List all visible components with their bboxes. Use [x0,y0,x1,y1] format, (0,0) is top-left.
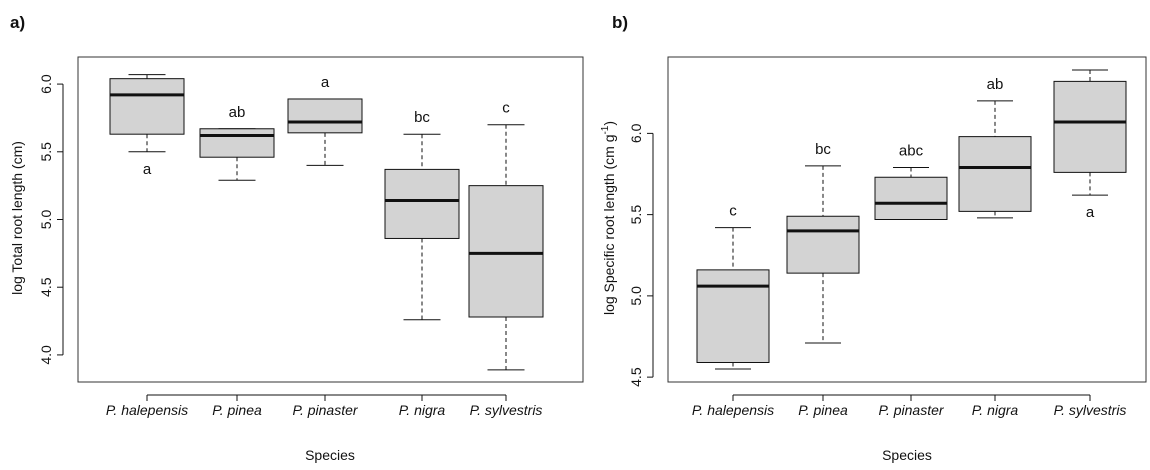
a-x-tick-label: P. nigra [399,402,446,418]
a-x-tick-label: P. halepensis [106,402,188,418]
a-significance-letter: c [502,100,510,117]
a-box-5 [468,124,544,371]
a-y-tick-label: 4.5 [38,277,54,297]
b-y-tick-label: 4.5 [628,367,644,387]
b-x-tick-label: P. pinaster [878,402,944,418]
b-box-5 [1053,69,1127,196]
a-x-tick-label: P. sylvestris [470,402,543,418]
panel-a-label: a) [10,13,25,32]
iqr-box [1053,80,1127,173]
a-y-tick-label: 5.5 [38,142,54,162]
b-x-tick-label: P. sylvestris [1054,402,1127,418]
a-significance-letter: a [321,74,330,91]
a-significance-letter: bc [414,109,430,126]
panel-b-specific-root-length: b) 4.55.05.56.0 P. halepensis P. pinea P. … [600,13,1147,463]
panel-b-label: b) [612,13,628,32]
iqr-box [468,185,544,318]
panel-a-y-axis: 4.0 4.5 5.0 5.5 6.0 [38,74,64,365]
b-significance-letter: a [1086,204,1095,221]
b-y-tick-label: 6.0 [628,123,644,143]
panel-a-x-axis-title: Species [305,447,355,463]
b-y-tick-label: 5.0 [628,286,644,306]
a-box-3 [287,98,363,166]
a-x-tick-label: P. pinaster [292,402,358,418]
b-significance-letter: bc [815,141,831,158]
a-significance-letter: a [143,161,152,178]
panel-b-significance-letters: c bc abc ab a [729,76,1095,221]
iqr-box [874,176,948,220]
panel-b-y-axis: 4.5 5.0 5.5 6.0 [628,123,654,387]
iqr-box [287,98,363,134]
panel-b-y-axis-title: log Specific root length (cm g-1) [600,121,617,315]
panel-a-plot-frame [77,56,584,383]
b-x-tick-label: P. pinea [798,402,848,418]
b-box-3 [874,167,948,220]
iqr-box [199,128,275,158]
panel-b-x-axis-title: Species [882,447,932,463]
b-x-tick-label: P. nigra [972,402,1019,418]
panel-a-significance-letters: a ab a bc c [143,74,510,178]
panel-b-y-axis-title-end: ) [601,121,617,126]
a-y-tick-label: 4.0 [38,345,54,365]
panel-b-plot-frame [667,56,1147,383]
b-box-4 [958,100,1032,219]
a-box-4 [384,133,460,321]
panel-b-x-tick-labels: P. halepensis P. pinea P. pinaster P. nigra… [692,394,1127,418]
panel-a-total-root-length: a) 4.0 4.5 5.0 5.5 6.0 P. halepensis P. pinea… [9,13,584,463]
a-box-2 [199,128,275,181]
panel-b-boxes [696,69,1127,370]
iqr-box [958,136,1032,212]
b-significance-letter: abc [899,143,924,160]
a-y-tick-label: 5.0 [38,210,54,230]
a-box-1 [109,74,185,153]
b-y-tick-label: 5.5 [628,205,644,225]
b-box-2 [786,165,860,344]
iqr-box [384,168,460,239]
a-y-tick-label: 6.0 [38,74,54,94]
panel-b-y-axis-title-main: log Specific root length (cm g [601,135,617,316]
iqr-box [109,78,185,135]
iqr-box [786,215,860,274]
panel-b-y-axis-title-sup: -1 [600,125,611,134]
panel-a-boxes [109,74,544,371]
panel-a-y-axis-title: log Total root length (cm) [9,141,25,295]
a-x-tick-label: P. pinea [212,402,262,418]
b-significance-letter: ab [987,76,1004,93]
a-significance-letter: ab [229,104,246,121]
panel-a-x-tick-labels: P. halepensis P. pinea P. pinaster P. nigra… [106,394,543,418]
b-significance-letter: c [729,203,737,220]
b-box-1 [696,227,770,370]
iqr-box [696,269,770,363]
b-x-tick-label: P. halepensis [692,402,774,418]
